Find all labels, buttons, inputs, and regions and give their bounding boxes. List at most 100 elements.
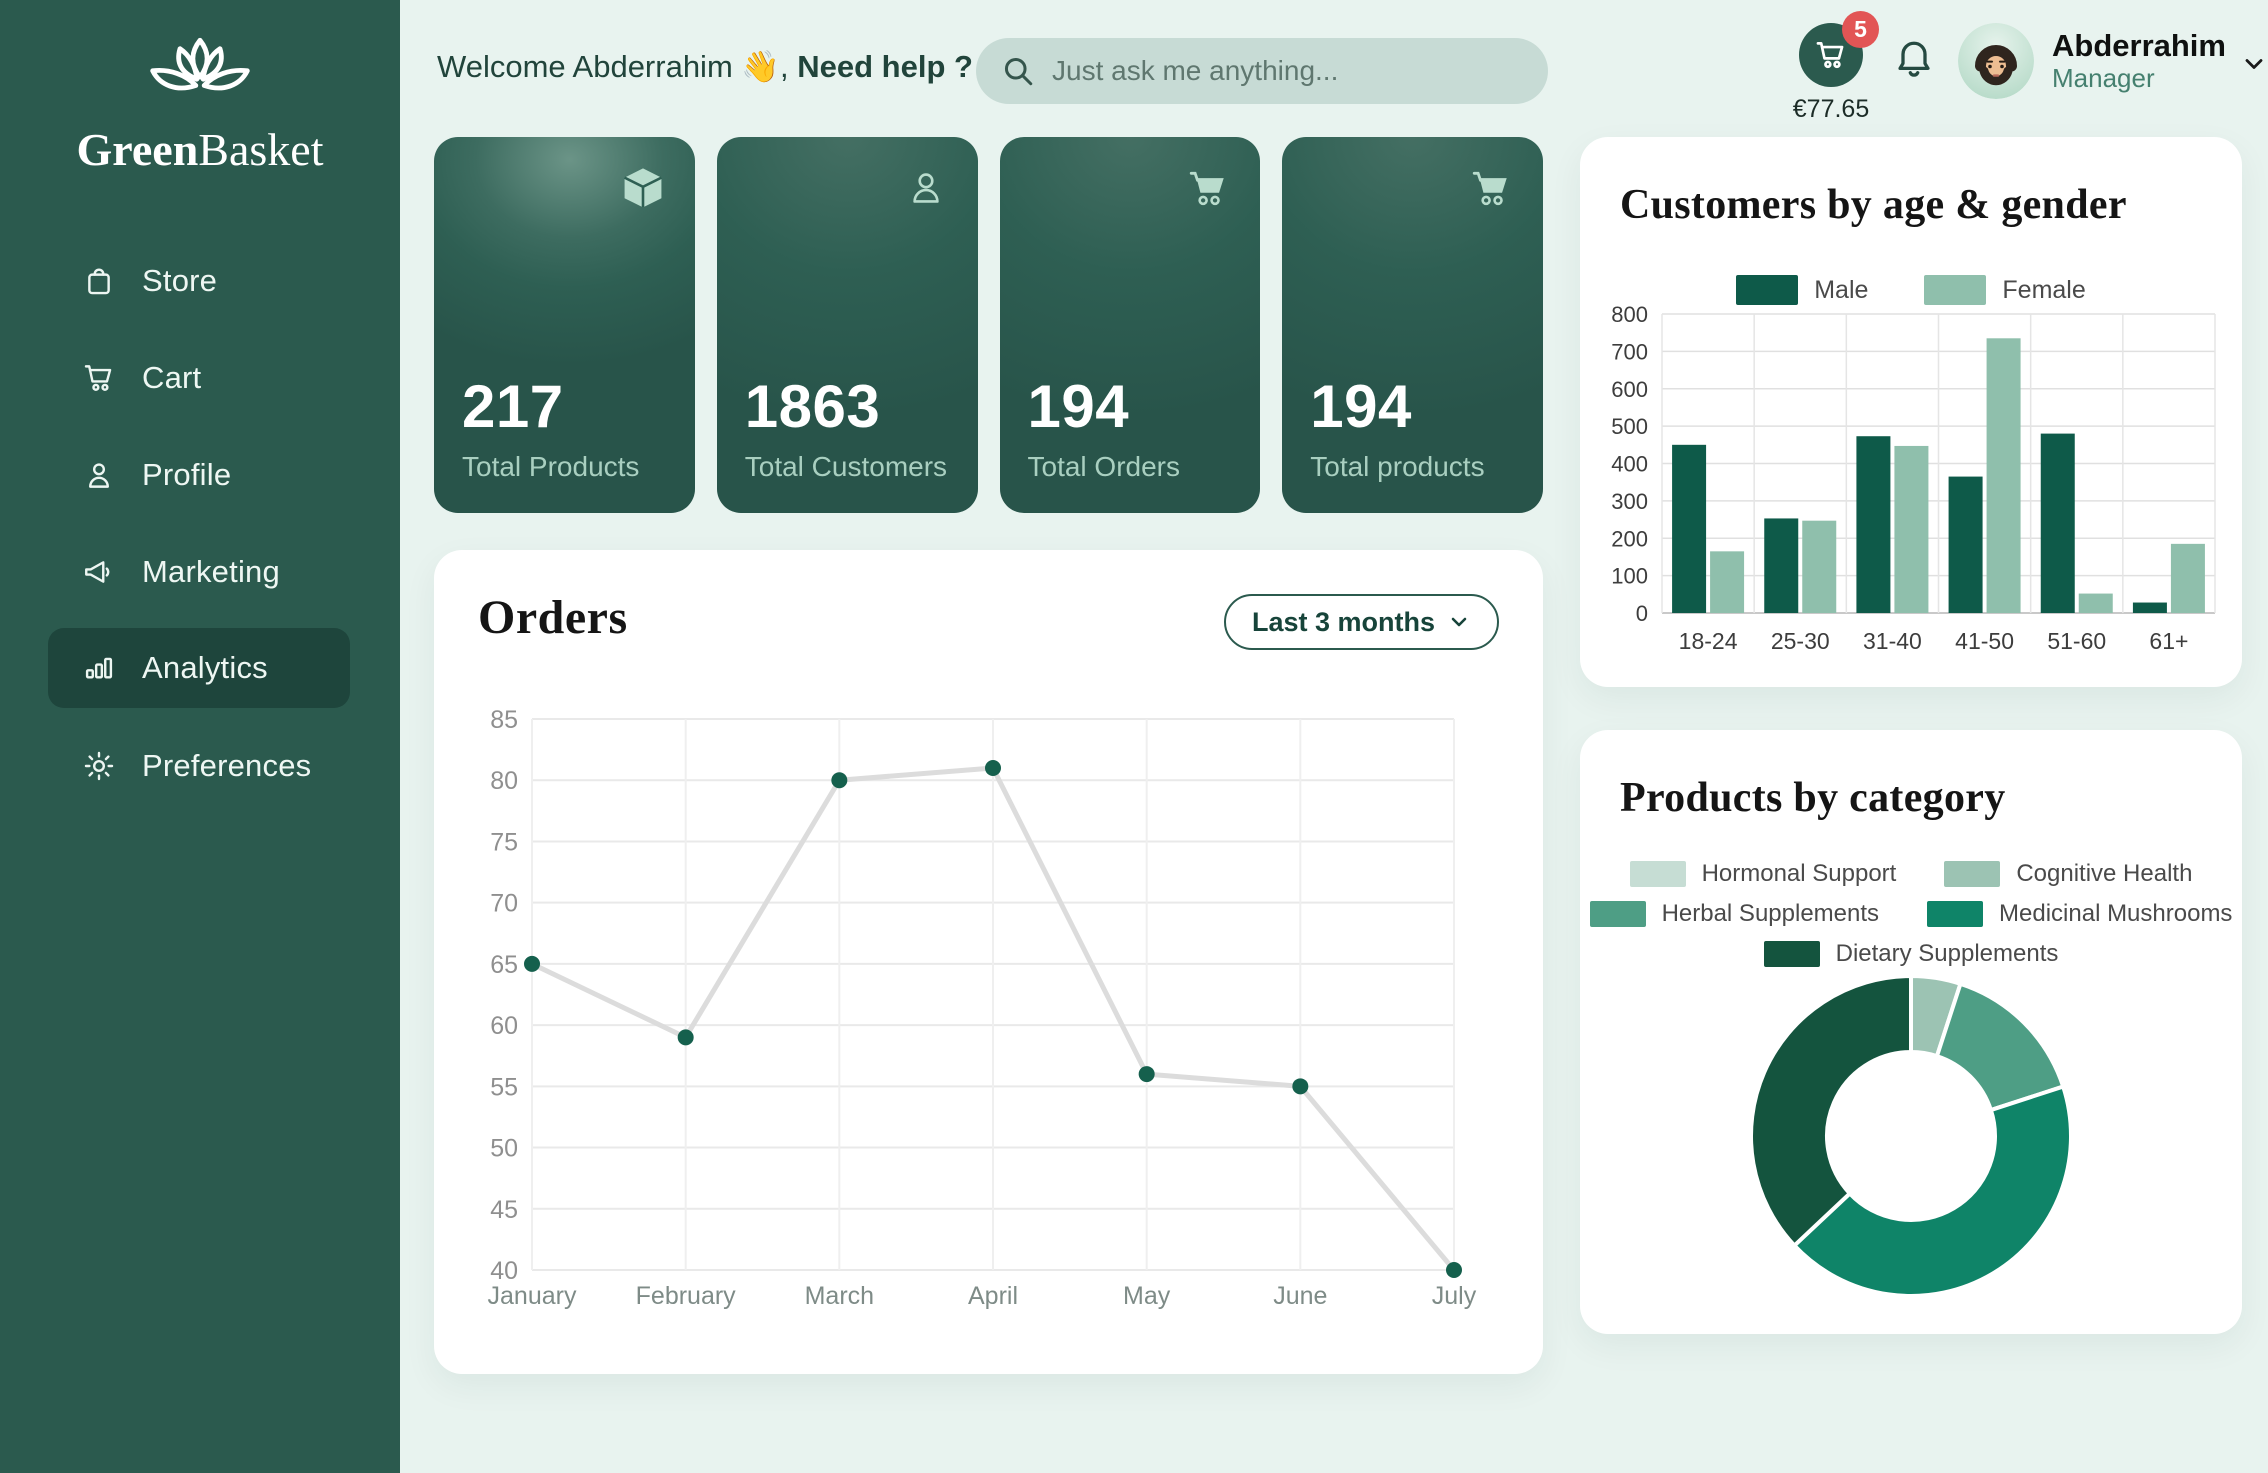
package-icon <box>617 163 669 215</box>
legend-item: Male <box>1736 275 1868 305</box>
products-donut-chart <box>1749 974 2073 1298</box>
search-icon <box>1004 57 1033 86</box>
welcome-message: Welcome Abderrahim 👋, Need help ? <box>437 48 973 85</box>
cart-icon <box>82 361 116 395</box>
legend-item: Herbal Supplements <box>1589 900 1879 928</box>
legend-swatch <box>1944 861 2001 887</box>
cart-badge: 5 <box>1842 11 1879 48</box>
svg-text:18-24: 18-24 <box>1679 628 1738 654</box>
legend-item: Female <box>1924 275 2086 305</box>
gear-icon <box>82 749 116 783</box>
legend-swatch <box>1589 901 1646 927</box>
stats-row: 217 Total Products 1863 Total Customers 194 T… <box>434 137 1543 513</box>
legend-swatch <box>1927 901 1984 927</box>
svg-text:75: 75 <box>490 828 518 856</box>
svg-text:400: 400 <box>1611 452 1648 477</box>
legend-item: Cognitive Health <box>1944 860 2192 888</box>
header-cart: 5 €77.65 <box>1771 11 1891 124</box>
svg-text:300: 300 <box>1611 489 1648 514</box>
cart-icon <box>1816 42 1844 69</box>
stat-card: 217 Total Products <box>434 137 695 513</box>
bag-icon <box>82 264 116 298</box>
user-icon <box>900 163 952 215</box>
notifications-button[interactable] <box>1890 34 1938 82</box>
products-panel: Products by category Hormonal Support Cog… <box>1580 730 2242 1334</box>
cart-button[interactable]: 5 <box>1799 11 1879 87</box>
brand-name: GreenBasket <box>0 123 400 176</box>
svg-text:55: 55 <box>490 1073 518 1101</box>
chevron-down-icon <box>1451 617 1467 627</box>
legend-swatch <box>1924 275 1987 305</box>
bell-icon <box>1898 41 1930 77</box>
date-range-selector[interactable]: Last 3 months <box>1223 594 1499 650</box>
svg-text:May: May <box>1123 1282 1171 1310</box>
date-range-label: Last 3 months <box>1251 606 1435 637</box>
user-names: Abderrahim Manager <box>2052 28 2226 95</box>
legend-item: Dietary Supplements <box>1763 940 2058 968</box>
bar-chart-icon <box>82 651 116 685</box>
svg-text:61+: 61+ <box>2149 628 2188 654</box>
svg-text:25-30: 25-30 <box>1771 628 1830 654</box>
orders-panel: Orders Last 3 months 40 45 50 55 60 65 70 75 80 8… <box>434 550 1543 1374</box>
legend-swatch <box>1629 861 1686 887</box>
avatar <box>1958 23 2034 99</box>
svg-text:70: 70 <box>490 890 518 918</box>
stat-card: 194 Total Orders <box>999 137 1261 513</box>
stat-card: 1863 Total Customers <box>716 137 978 513</box>
lotus-icon <box>150 37 250 91</box>
svg-text:0: 0 <box>1636 601 1648 626</box>
legend-item: Hormonal Support <box>1629 860 1896 888</box>
chevron-down-icon <box>2240 50 2268 83</box>
bar-chart-legend: Male Female <box>1580 275 2242 305</box>
welcome-help-text: Need help ? <box>797 49 973 84</box>
sidebar-item-analytics[interactable]: Analytics <box>48 628 350 708</box>
customers-title: Customers by age & gender <box>1620 182 2127 228</box>
svg-text:200: 200 <box>1611 526 1648 551</box>
svg-text:March: March <box>805 1282 874 1310</box>
sidebar-item-profile[interactable]: Profile <box>48 426 350 523</box>
svg-text:800: 800 <box>1611 302 1648 327</box>
svg-text:February: February <box>636 1282 737 1310</box>
legend-row: Dietary Supplements <box>1580 940 2242 968</box>
legend-row: Hormonal Support Cognitive Health <box>1580 860 2242 888</box>
customers-panel: Customers by age & gender Male Female 0 10… <box>1580 137 2242 687</box>
sidebar-nav: Store Cart Profile Marketing Analytics Prefer… <box>48 232 350 814</box>
user-name: Abderrahim <box>2052 27 2226 63</box>
stat-card: 194 Total products <box>1282 137 1543 513</box>
svg-text:85: 85 <box>490 706 518 734</box>
svg-text:65: 65 <box>490 951 518 979</box>
search-input[interactable] <box>1052 55 1538 87</box>
svg-text:40: 40 <box>490 1257 518 1285</box>
svg-text:60: 60 <box>490 1012 518 1040</box>
user-icon <box>82 458 116 492</box>
products-title: Products by category <box>1620 775 2006 821</box>
svg-text:June: June <box>1273 1282 1327 1310</box>
sidebar-item-marketing[interactable]: Marketing <box>48 523 350 620</box>
legend-swatch <box>1736 275 1799 305</box>
orders-title: Orders <box>478 591 628 644</box>
svg-text:51-60: 51-60 <box>2047 628 2106 654</box>
sidebar-item-preferences[interactable]: Preferences <box>48 717 350 814</box>
sidebar-item-cart[interactable]: Cart <box>48 329 350 426</box>
customers-bar-chart: 0 100 200 300 400 500 600 700 800 18-24 25-30 31-40… <box>1611 302 2216 654</box>
svg-text:45: 45 <box>490 1196 518 1224</box>
svg-text:500: 500 <box>1611 414 1648 439</box>
svg-text:31-40: 31-40 <box>1863 628 1922 654</box>
legend-swatch <box>1763 941 1820 967</box>
cart-icon <box>1182 163 1234 215</box>
svg-text:80: 80 <box>490 767 518 795</box>
brand-name-bold: Green <box>76 124 199 175</box>
sidebar: GreenBasket Store Cart Profile Marketing Ana… <box>0 0 400 1473</box>
legend-item: Medicinal Mushrooms <box>1927 900 2232 928</box>
sidebar-item-store[interactable]: Store <box>48 232 350 329</box>
svg-text:January: January <box>488 1282 577 1310</box>
svg-text:April: April <box>968 1282 1018 1310</box>
brand-name-regular: Basket <box>198 124 324 175</box>
svg-text:700: 700 <box>1611 339 1648 364</box>
donut-chart-legend: Hormonal Support Cognitive Health Herbal S… <box>1580 860 2242 968</box>
user-menu[interactable]: Abderrahim Manager <box>1958 23 2268 99</box>
svg-text:600: 600 <box>1611 377 1648 402</box>
search-bar <box>976 38 1548 104</box>
legend-row: Herbal Supplements Medicinal Mushrooms <box>1580 900 2242 928</box>
